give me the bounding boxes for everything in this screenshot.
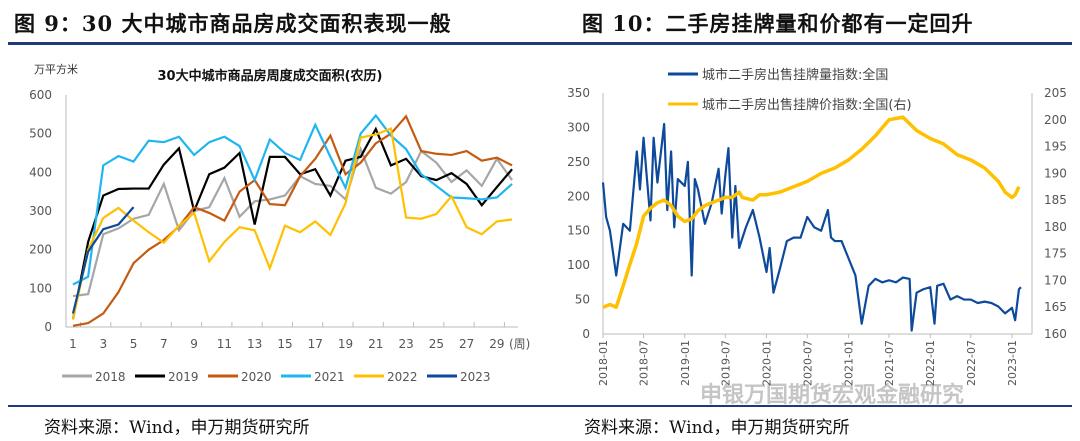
x-tick-label: 27 xyxy=(459,337,474,351)
y-tick-label: 350 xyxy=(567,86,590,100)
series-line-1 xyxy=(602,115,1021,309)
series-line-2018 xyxy=(72,145,513,298)
x-axis-label: (周) xyxy=(509,337,530,351)
x-tick-label: 2020-07 xyxy=(801,340,814,386)
y-tick-label: 50 xyxy=(575,293,590,307)
y-axis-label: 万平方米 xyxy=(34,62,78,76)
x-tick-label: 11 xyxy=(217,337,232,351)
y-tick-label: 250 xyxy=(567,155,590,169)
x-tick-label: 2018-01 xyxy=(597,340,610,386)
listing-index-chart: 0 50 100 150 200 250 300 350 160 165 170 175 180 185 1… xyxy=(567,67,1067,386)
header-rule xyxy=(8,42,1072,45)
y2-tick-label: 185 xyxy=(1044,193,1067,207)
x-tick-label: 2019-07 xyxy=(719,340,732,386)
x-tick-label: 5 xyxy=(130,337,138,351)
y2-tick-label: 175 xyxy=(1044,247,1067,261)
series-line-2021 xyxy=(72,113,513,286)
y-tick-label: 0 xyxy=(44,320,52,334)
y-tick-label: 0 xyxy=(582,327,590,341)
series-line-2020 xyxy=(72,114,513,327)
x-tick-label: 29 xyxy=(489,337,504,351)
x-tick-label: 21 xyxy=(368,337,383,351)
legend-label-2023: 2023 xyxy=(460,370,491,384)
weekly-sales-chart: 万平方米 30大中城市商品房周度成交面积(农历) 0 100 200 300 400 500 6… xyxy=(29,62,530,384)
y-tick-label: 300 xyxy=(29,204,52,218)
y2-tick-label: 160 xyxy=(1044,327,1067,341)
series-line-2023 xyxy=(71,206,135,314)
legend-label-2021: 2021 xyxy=(314,370,345,384)
x-tick-label: 19 xyxy=(338,337,353,351)
right-source: 资料来源：Wind，申万期货研究所 xyxy=(584,418,850,438)
left-figure-title: 图 9：30 大中城市商品房成交面积表现一般 xyxy=(14,11,452,36)
watermark: 申银万国期货宏观金融研究 xyxy=(700,383,965,408)
x-tick-label: 23 xyxy=(398,337,413,351)
x-tick-label: 17 xyxy=(308,337,323,351)
x-tick-label: 15 xyxy=(277,337,292,351)
y-tick-label: 500 xyxy=(29,127,52,141)
x-tick-label: 2022-01 xyxy=(924,340,937,386)
legend-label-2019: 2019 xyxy=(168,370,199,384)
y-tick-label: 150 xyxy=(567,224,590,238)
x-tick-label: 2023-01 xyxy=(1006,340,1019,386)
y2-tick-label: 170 xyxy=(1044,273,1067,287)
y2-tick-label: 200 xyxy=(1044,113,1067,127)
y2-tick-label: 195 xyxy=(1044,140,1067,154)
x-tick-label: 2021-07 xyxy=(883,340,896,386)
y-tick-label: 200 xyxy=(567,189,590,203)
x-tick-label: 2022-07 xyxy=(965,340,978,386)
footer-rule xyxy=(8,405,1072,407)
chart-title: 30大中城市商品房周度成交面积(农历) xyxy=(158,68,383,84)
y-tick-label: 600 xyxy=(29,88,52,102)
legend-label-2018: 2018 xyxy=(95,370,126,384)
series-line-2019 xyxy=(71,126,513,320)
y2-tick-label: 165 xyxy=(1044,300,1067,314)
y2-tick-label: 180 xyxy=(1044,220,1067,234)
series-line-0 xyxy=(601,122,1022,332)
x-tick-label: 9 xyxy=(190,337,198,351)
y-tick-label: 400 xyxy=(29,165,52,179)
x-tick-label: 2019-01 xyxy=(679,340,692,386)
x-tick-label: 2018-07 xyxy=(638,340,651,386)
y-tick-label: 100 xyxy=(567,258,590,272)
left-source: 资料来源：Wind，申万期货研究所 xyxy=(44,418,310,438)
series-line-2022 xyxy=(71,127,513,320)
x-tick-label: 2021-01 xyxy=(842,340,855,386)
y2-tick-label: 190 xyxy=(1044,166,1067,180)
x-tick-label: 25 xyxy=(429,337,444,351)
x-tick-label: 2020-01 xyxy=(761,340,774,386)
x-tick-label: 1 xyxy=(69,337,77,351)
y2-tick-label: 205 xyxy=(1044,86,1067,100)
x-tick-label: 13 xyxy=(247,337,262,351)
x-tick-label: 7 xyxy=(160,337,168,351)
right-figure-title: 图 10：二手房挂牌量和价都有一定回升 xyxy=(582,11,974,36)
legend-label-0: 城市二手房出售挂牌量指数:全国 xyxy=(702,67,888,83)
legend-label-2022: 2022 xyxy=(387,370,418,384)
legend-label-1: 城市二手房出售挂牌价指数:全国(右) xyxy=(702,97,912,113)
x-tick-label: 3 xyxy=(99,337,107,351)
y-tick-label: 200 xyxy=(29,243,52,257)
y-tick-label: 300 xyxy=(567,120,590,134)
y-tick-label: 100 xyxy=(29,281,52,295)
legend-label-2020: 2020 xyxy=(241,370,272,384)
